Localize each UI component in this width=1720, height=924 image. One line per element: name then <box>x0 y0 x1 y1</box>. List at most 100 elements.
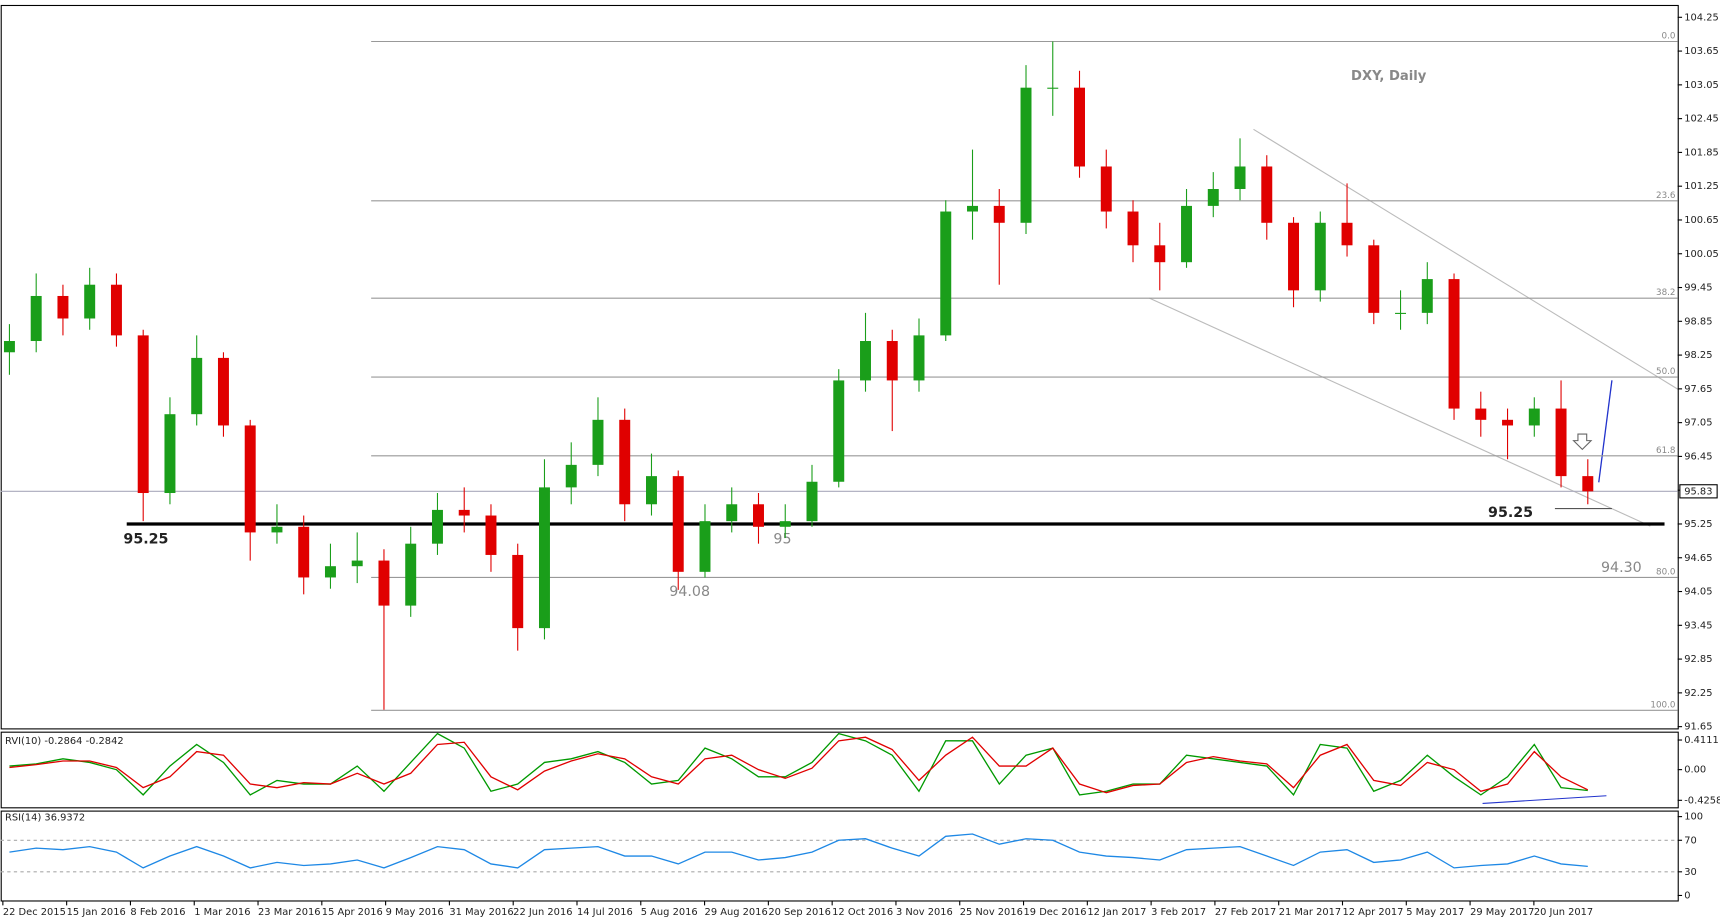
y-tick-label: 30 <box>1684 867 1697 878</box>
y-tick-label: 100.05 <box>1684 249 1719 260</box>
candle-body <box>1100 166 1112 212</box>
candle-body <box>244 425 256 533</box>
candle-body <box>217 357 229 426</box>
candle-body <box>779 521 791 527</box>
candle-body <box>84 284 96 319</box>
last-price-label: 95.83 <box>1684 486 1712 497</box>
rvi-title: RVI(10) -0.2864 -0.2842 <box>5 736 124 747</box>
y-tick-label: 97.65 <box>1684 384 1712 395</box>
candle-body <box>1395 312 1407 314</box>
annotation: 94.30 <box>1601 560 1642 576</box>
candle-body <box>458 509 470 516</box>
candle-body <box>1555 408 1567 477</box>
candle-body <box>1582 476 1594 492</box>
y-tick-label: 95.25 <box>1684 519 1712 530</box>
candle-body <box>538 487 550 629</box>
x-tick-label: 29 May 2017 <box>1470 907 1534 918</box>
candle-body <box>110 284 122 336</box>
rsi-line <box>9 833 1588 869</box>
candle-body <box>271 526 283 533</box>
candle-body <box>806 481 818 522</box>
candle-body <box>298 526 310 578</box>
y-tick-label: 0 <box>1684 890 1690 901</box>
x-tick-label: 27 Feb 2017 <box>1215 907 1276 918</box>
y-tick-label: 0.00 <box>1684 765 1706 776</box>
x-tick-label: 3 Feb 2017 <box>1151 907 1206 918</box>
candle-body <box>1207 189 1219 206</box>
y-tick-label: 92.85 <box>1684 654 1712 665</box>
candle-body <box>1047 87 1059 89</box>
x-tick-label: 5 Aug 2016 <box>641 907 698 918</box>
divergence-line <box>1482 795 1607 804</box>
candle-body <box>512 554 524 629</box>
candle-body <box>833 380 845 482</box>
fib-label: 100.0 <box>1650 700 1675 710</box>
annotation: 94.08 <box>669 584 710 600</box>
candle-body <box>1421 279 1433 313</box>
candle-body <box>378 560 390 606</box>
candle-body <box>1528 408 1540 426</box>
fib-label: 0.0 <box>1662 32 1676 42</box>
candle-body <box>191 357 203 415</box>
candle-body <box>565 464 577 488</box>
x-tick-label: 8 Feb 2016 <box>130 907 185 918</box>
x-tick-label: 19 Dec 2016 <box>1024 907 1087 918</box>
x-tick-label: 15 Jan 2016 <box>67 907 126 918</box>
y-tick-label: 94.05 <box>1684 587 1712 598</box>
y-tick-label: 96.45 <box>1684 451 1712 462</box>
candle-body <box>1234 166 1246 190</box>
y-tick-label: 94.65 <box>1684 553 1712 564</box>
candle-body <box>57 295 69 319</box>
y-tick-label: 97.05 <box>1684 418 1712 429</box>
x-tick-label: 21 Mar 2017 <box>1279 907 1342 918</box>
candle-body <box>646 476 657 505</box>
x-tick-label: 3 Nov 2016 <box>896 907 953 918</box>
candle-body <box>967 205 978 212</box>
candle-body <box>1127 211 1139 246</box>
candle-body <box>351 560 363 567</box>
y-tick-label: 102.45 <box>1684 114 1719 125</box>
candle-body <box>913 335 925 381</box>
candle-body <box>1448 279 1460 409</box>
projection-arrow <box>1598 380 1613 483</box>
x-tick-label: 31 May 2016 <box>449 907 513 918</box>
candle-body <box>1502 419 1514 426</box>
y-tick-label: 101.85 <box>1684 147 1719 158</box>
rvi-line <box>9 732 1588 797</box>
last-price-box <box>1679 484 1718 499</box>
candle-body <box>164 414 176 494</box>
y-tick-label: 93.45 <box>1684 620 1712 631</box>
x-tick-label: 20 Jun 2017 <box>1534 907 1593 918</box>
x-tick-label: 23 Mar 2016 <box>258 907 321 918</box>
candle-body <box>1181 205 1193 263</box>
candle-body <box>940 211 952 336</box>
fib-label: 38.2 <box>1656 288 1675 298</box>
main-pane <box>0 4 1679 730</box>
candle-body <box>1261 166 1273 223</box>
candle-body <box>619 419 631 505</box>
candle-body <box>137 335 149 494</box>
fib-label: 80.0 <box>1656 567 1675 577</box>
candle-body <box>3 341 15 353</box>
x-tick-label: 12 Jan 2017 <box>1087 907 1146 918</box>
x-tick-label: 1 Mar 2016 <box>194 907 250 918</box>
y-tick-label: 98.25 <box>1684 350 1712 361</box>
candle-body <box>672 476 684 572</box>
x-tick-label: 22 Dec 2015 <box>3 907 66 918</box>
x-tick-label: 12 Apr 2017 <box>1342 907 1403 918</box>
x-tick-label: 12 Oct 2016 <box>832 907 893 918</box>
candle-body <box>1475 408 1487 420</box>
candle-body <box>726 504 738 522</box>
rvi-pane <box>0 731 1679 809</box>
candle-body <box>993 205 1005 223</box>
candle-body <box>886 341 898 381</box>
down-arrow-icon <box>1572 433 1593 451</box>
x-tick-label: 9 May 2016 <box>386 907 444 918</box>
candle-body <box>753 504 764 527</box>
fib-label: 23.6 <box>1656 191 1676 201</box>
candle-body <box>1154 245 1166 263</box>
chart-title: DXY, Daily <box>1351 69 1427 84</box>
candle-body <box>1314 222 1326 291</box>
